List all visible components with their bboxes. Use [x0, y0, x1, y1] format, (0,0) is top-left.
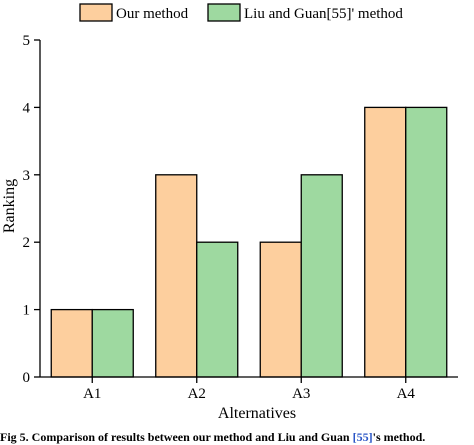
figure-caption: Fig 5. Comparison of results between our… — [0, 429, 474, 445]
bar-a3-series-2 — [300, 174, 343, 378]
x-tick-label-a3: A3 — [292, 386, 310, 402]
x-tick-label-a4: A4 — [397, 386, 416, 402]
legend-label-2: Liu and Guan[55]' method — [244, 6, 403, 22]
bar-a2-series-2 — [196, 241, 239, 378]
y-axis-label: Ranking — [1, 179, 18, 233]
bar-a4-series-1 — [364, 106, 407, 378]
y-tick-label-5: 5 — [23, 33, 31, 49]
caption-suffix: 's method. — [372, 430, 426, 444]
y-tick-label-2: 2 — [23, 235, 31, 251]
x-tick-label-a1: A1 — [83, 386, 101, 402]
bar-a4-series-2 — [405, 106, 448, 378]
bar-a2-series-1 — [155, 174, 198, 378]
legend-swatch-1 — [79, 3, 113, 22]
bar-a3-series-1 — [259, 241, 302, 378]
x-axis-label: Alternatives — [218, 405, 296, 422]
caption-reference-link[interactable]: [55] — [352, 430, 373, 444]
y-tick-label-3: 3 — [23, 168, 31, 184]
bar-a1-series-1 — [50, 308, 93, 378]
y-tick-label-0: 0 — [23, 370, 31, 386]
x-tick-label-a2: A2 — [188, 386, 206, 402]
bar-a1-series-2 — [91, 308, 134, 378]
legend-swatch-2 — [207, 3, 241, 22]
legend: Our method Liu and Guan[55]' method — [79, 3, 403, 22]
bar-chart: Our method Liu and Guan[55]' method 0 1 2 3 4… — [1, 3, 458, 422]
y-tick-label-1: 1 — [23, 303, 31, 319]
legend-label-1: Our method — [116, 6, 189, 22]
caption-prefix: Fig 5. Comparison of results between our… — [0, 430, 353, 444]
y-tick-label-4: 4 — [23, 100, 31, 116]
axes: 0 1 2 3 4 5 A1 A2 A3 A4 — [23, 33, 458, 402]
bars — [50, 106, 448, 378]
